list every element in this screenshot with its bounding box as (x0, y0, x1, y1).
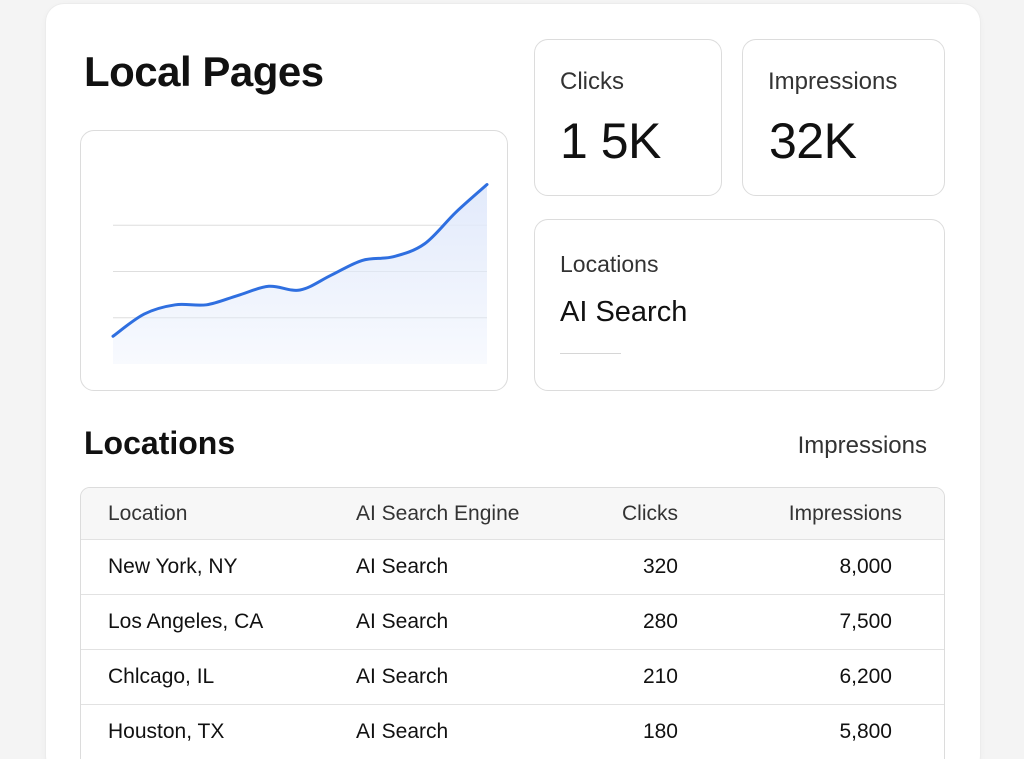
chart-area-fill (113, 184, 487, 364)
table-header: Location AI Search Engine Clicks Impress… (81, 488, 944, 540)
row-impressions: 7,500 (839, 610, 892, 633)
locations-card-divider (560, 353, 621, 354)
chart-point (169, 299, 181, 311)
chart-point (201, 299, 213, 311)
clicks-stat-value: 1 5K (560, 113, 661, 169)
impressions-stat-card[interactable]: Impressions 32K (742, 39, 945, 196)
chart-point (263, 280, 275, 292)
row-location: Chlcago, IL (108, 665, 215, 688)
clicks-stat-label: Clicks (560, 68, 624, 95)
locations-card-label: Locations (560, 251, 659, 277)
locations-section-title: Locations (84, 425, 236, 461)
locations-card[interactable]: Locations AI Search (534, 219, 945, 391)
page-title: Local Pages (84, 48, 324, 95)
impressions-stat-value: 32K (769, 113, 857, 169)
chart-point (481, 179, 493, 191)
locations-card-value: AI Search (560, 296, 688, 328)
row-engine: AI Search (356, 665, 449, 688)
column-header-impressions[interactable]: Impressions (788, 501, 902, 525)
row-location: Houston, TX (108, 720, 225, 743)
chart-point (450, 206, 462, 218)
clicks-stat-card[interactable]: Clicks 1 5K (534, 39, 722, 196)
row-location: Los Angeles, CA (108, 610, 264, 633)
row-engine: AI Search (356, 610, 449, 633)
chart-point (232, 290, 244, 302)
trend-chart-card (80, 130, 508, 391)
chart-point (388, 251, 400, 263)
table-row[interactable]: Los Angeles, CA AI Search 280 7,500 (81, 595, 944, 650)
chart-point (325, 269, 337, 281)
table-row[interactable]: Chlcago, IL AI Search 210 6,200 (81, 650, 944, 705)
table-row[interactable]: New York, NY AI Search 320 8,000 (81, 540, 944, 595)
chart-point (356, 254, 368, 266)
chart-point (138, 308, 150, 320)
row-clicks: 210 (642, 665, 678, 688)
row-clicks: 320 (642, 555, 678, 578)
chart-point (294, 284, 306, 296)
column-header-engine[interactable]: AI Search Engine (356, 501, 520, 525)
chart-point (419, 238, 431, 250)
row-impressions: 5,800 (839, 720, 892, 743)
row-impressions: 8,000 (839, 555, 892, 578)
row-engine: AI Search (356, 555, 449, 578)
locations-table: Location AI Search Engine Clicks Impress… (80, 487, 945, 759)
row-impressions: 6,200 (839, 665, 892, 688)
chart-series-line (111, 183, 489, 338)
row-location: New York, NY (108, 555, 238, 578)
row-engine: AI Search (356, 720, 449, 743)
impressions-sort-link[interactable]: Impressions (797, 432, 927, 459)
impressions-stat-label: Impressions (768, 68, 898, 95)
trend-chart (107, 179, 493, 364)
row-clicks: 180 (642, 720, 678, 743)
row-clicks: 280 (642, 610, 678, 633)
column-header-clicks[interactable]: Clicks (622, 501, 678, 525)
column-header-location[interactable]: Location (108, 501, 188, 525)
chart-point (107, 330, 119, 342)
table-row[interactable]: Houston, TX AI Search 180 5,800 (81, 705, 944, 759)
